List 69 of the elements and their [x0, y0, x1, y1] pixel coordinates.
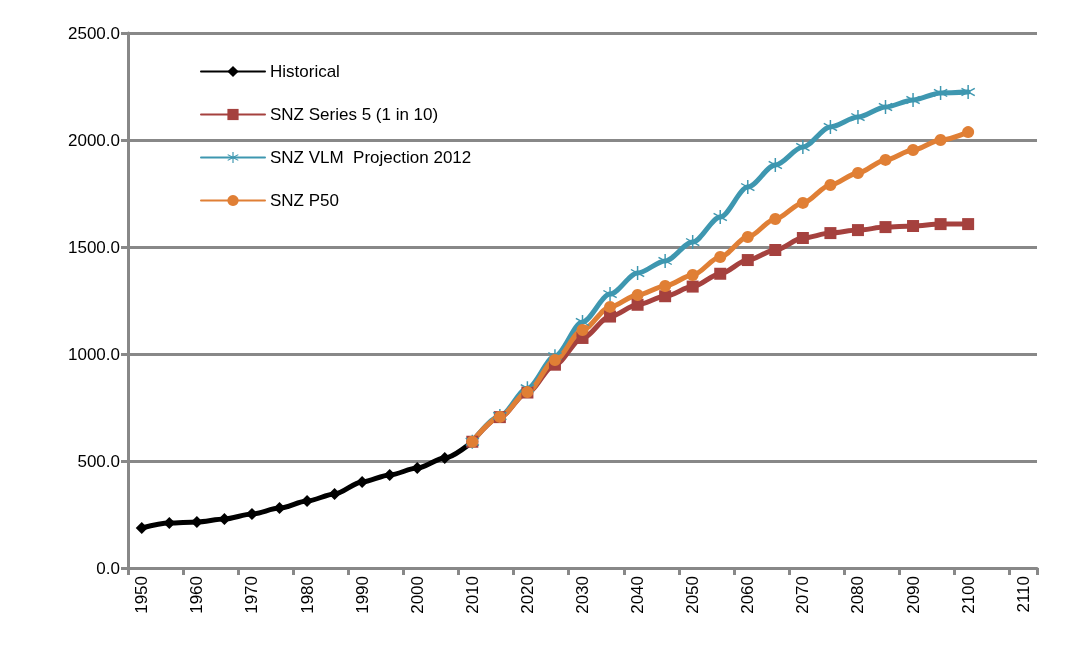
x-tick-label: 2030 [573, 576, 592, 614]
point [659, 279, 672, 292]
point [879, 153, 892, 166]
y-tick-label: 1500.0 [68, 237, 120, 257]
point [907, 220, 920, 233]
point [740, 180, 755, 195]
x-tick-label: 1980 [297, 576, 317, 614]
point [907, 144, 920, 157]
y-tick-label: 500.0 [77, 451, 120, 471]
point [769, 212, 782, 225]
point [796, 232, 809, 245]
point [631, 288, 644, 301]
point [795, 140, 810, 155]
point [961, 85, 976, 100]
point [796, 196, 809, 209]
point [906, 92, 921, 107]
point [934, 218, 947, 231]
point [686, 280, 699, 293]
point [548, 353, 561, 366]
x-tick-label: 2040 [628, 576, 648, 614]
point [713, 210, 728, 225]
x-tick-label: 2020 [517, 576, 537, 614]
point [328, 487, 341, 500]
x-tick-label: 1950 [132, 576, 152, 614]
x-tick-label: 2000 [407, 576, 427, 614]
point [934, 134, 947, 146]
point [714, 251, 727, 264]
x-tick-label: 2070 [793, 576, 813, 614]
x-tick-label: 2110 [1013, 576, 1033, 613]
legend-label: SNZ P50 [270, 191, 339, 210]
point [576, 324, 589, 337]
point [714, 267, 727, 280]
legend-label: SNZ Series 5 (1 in 10) [270, 105, 439, 124]
point [686, 269, 699, 282]
point [135, 521, 148, 534]
point [851, 166, 864, 179]
x-tick-label: 1970 [242, 576, 262, 614]
y-tick-label: 2500.0 [68, 23, 120, 43]
point [769, 244, 782, 256]
y-tick-label: 1000.0 [68, 344, 120, 364]
point [685, 235, 700, 250]
point [851, 224, 864, 237]
point [850, 110, 865, 125]
point [962, 126, 975, 139]
y-tick-label: 2000.0 [68, 130, 120, 150]
x-tick-label: 1960 [187, 576, 207, 614]
x-tick-label: 2060 [738, 576, 758, 614]
legend-label: Historical [270, 62, 340, 81]
point [603, 287, 618, 302]
y-tick-label: 0.0 [96, 558, 120, 578]
x-tick-label: 2080 [848, 576, 868, 614]
x-tick-label: 1990 [352, 576, 372, 614]
x-tick-label: 2100 [958, 576, 978, 614]
point [741, 254, 754, 267]
point [823, 119, 838, 134]
x-tick-label: 2050 [683, 576, 703, 614]
point [631, 298, 644, 311]
point [824, 178, 837, 191]
legend-label: SNZ VLM Projection 2012 [270, 148, 472, 167]
point [879, 221, 892, 234]
x-tick-label: 2010 [462, 576, 482, 614]
point [659, 290, 672, 303]
point [962, 218, 975, 231]
point [741, 230, 754, 243]
point [658, 253, 673, 268]
point [604, 300, 617, 313]
point [824, 227, 837, 240]
point [604, 310, 617, 323]
x-tick-label: 2090 [903, 576, 923, 614]
